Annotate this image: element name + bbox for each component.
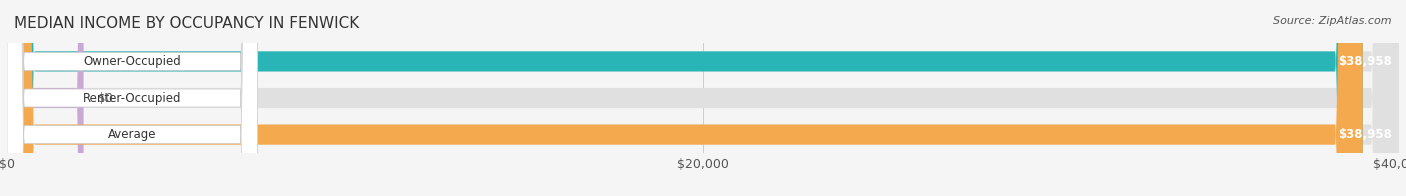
FancyBboxPatch shape xyxy=(7,0,1399,196)
FancyBboxPatch shape xyxy=(7,0,1362,196)
Text: Renter-Occupied: Renter-Occupied xyxy=(83,92,181,104)
FancyBboxPatch shape xyxy=(7,0,83,196)
Text: MEDIAN INCOME BY OCCUPANCY IN FENWICK: MEDIAN INCOME BY OCCUPANCY IN FENWICK xyxy=(14,16,360,31)
FancyBboxPatch shape xyxy=(7,0,1362,196)
FancyBboxPatch shape xyxy=(7,0,257,196)
FancyBboxPatch shape xyxy=(7,0,257,196)
Text: Source: ZipAtlas.com: Source: ZipAtlas.com xyxy=(1274,16,1392,26)
Text: $38,958: $38,958 xyxy=(1339,55,1392,68)
Text: $38,958: $38,958 xyxy=(1339,128,1392,141)
FancyBboxPatch shape xyxy=(7,0,257,196)
FancyBboxPatch shape xyxy=(7,0,1399,196)
Text: $0: $0 xyxy=(97,92,112,104)
FancyBboxPatch shape xyxy=(7,0,1399,196)
Text: Owner-Occupied: Owner-Occupied xyxy=(83,55,181,68)
Text: Average: Average xyxy=(108,128,156,141)
